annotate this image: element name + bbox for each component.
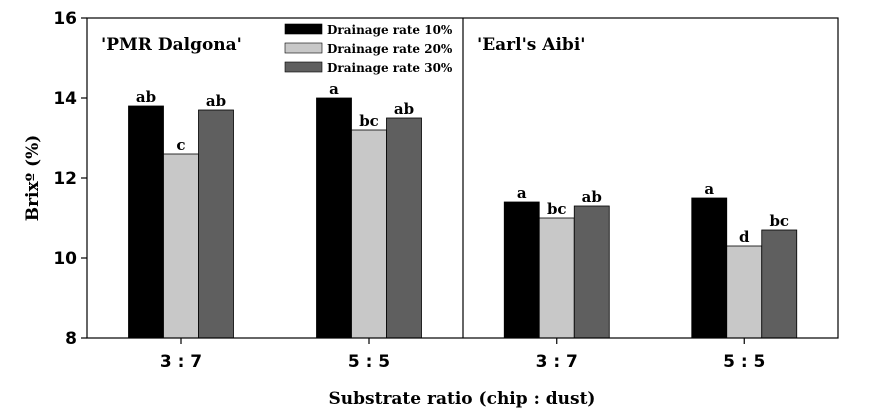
bar-significance-letter: bc bbox=[547, 200, 567, 218]
y-tick-label: 14 bbox=[53, 89, 77, 109]
bar-significance-letter: a bbox=[704, 180, 714, 198]
bar-significance-letter: bc bbox=[769, 212, 789, 230]
legend-entry: Drainage rate 20% bbox=[327, 42, 453, 56]
x-axis-title: Substrate ratio (chip : dust) bbox=[329, 389, 596, 409]
legend: Drainage rate 10% Drainage rate 20% Draina… bbox=[285, 23, 453, 75]
bar-significance-letter: a bbox=[329, 80, 339, 98]
legend-entry: Drainage rate 10% bbox=[327, 23, 453, 37]
bar-significance-letter: d bbox=[739, 228, 750, 246]
y-tick-label: 8 bbox=[65, 329, 77, 349]
brix-bar-chart: 8 10 12 14 16 3 : 7 5 : 5 3 : 7 5 : 5 'PMR Dalgo… bbox=[0, 0, 875, 415]
legend-swatch bbox=[285, 24, 322, 34]
bar bbox=[317, 98, 352, 338]
bar bbox=[164, 154, 199, 338]
bar bbox=[727, 246, 762, 338]
x-tick-label: 5 : 5 bbox=[348, 352, 390, 372]
bar bbox=[574, 206, 609, 338]
legend-swatch bbox=[285, 62, 322, 72]
bar-significance-letter: ab bbox=[136, 88, 156, 106]
bar bbox=[539, 218, 574, 338]
panel-title: 'PMR Dalgona' bbox=[101, 35, 242, 55]
legend-entry: Drainage rate 30% bbox=[327, 61, 453, 75]
bar bbox=[762, 230, 797, 338]
bar-significance-letter: ab bbox=[394, 100, 414, 118]
bar-significance-letter: ab bbox=[206, 92, 226, 110]
bar bbox=[504, 202, 539, 338]
bar-significance-letter: a bbox=[517, 184, 527, 202]
y-tick-label: 16 bbox=[53, 9, 77, 29]
bar bbox=[129, 106, 164, 338]
x-tick-label: 3 : 7 bbox=[536, 352, 578, 372]
bar bbox=[387, 118, 422, 338]
y-tick-label: 12 bbox=[53, 169, 77, 189]
y-axis-title: Brixº (%) bbox=[23, 135, 43, 222]
x-tick-label: 3 : 7 bbox=[160, 352, 202, 372]
bar bbox=[352, 130, 387, 338]
bar bbox=[199, 110, 234, 338]
bar-significance-letter: bc bbox=[359, 112, 379, 130]
bar-significance-letter: c bbox=[176, 136, 185, 154]
x-tick-label: 5 : 5 bbox=[723, 352, 765, 372]
panel-title: 'Earl's Aibi' bbox=[477, 35, 585, 55]
y-tick-label: 10 bbox=[53, 249, 77, 269]
legend-swatch bbox=[285, 43, 322, 53]
bar bbox=[692, 198, 727, 338]
bar-significance-letter: ab bbox=[582, 188, 602, 206]
